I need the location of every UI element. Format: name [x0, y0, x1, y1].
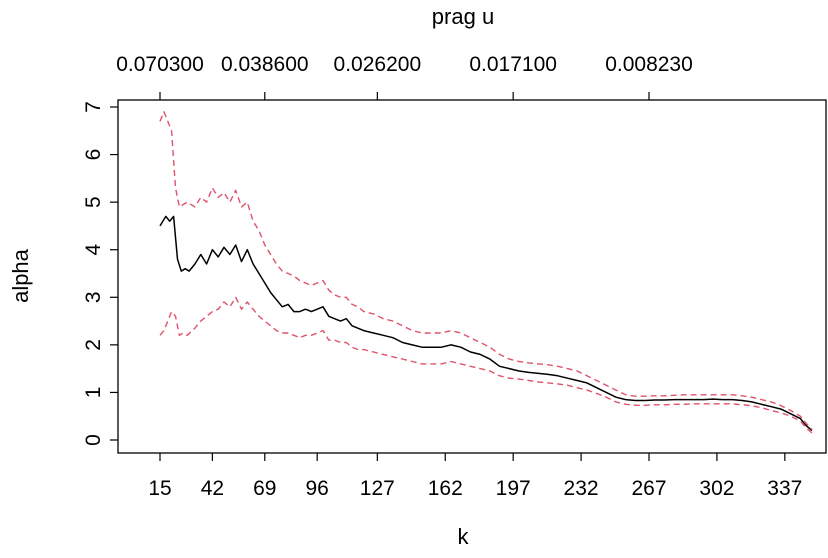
y-tick-label: 6	[82, 149, 105, 161]
x-tick-label: 302	[699, 477, 734, 500]
top-tick-label: 0.038600	[221, 53, 309, 76]
top-tick-label: 0.026200	[334, 53, 422, 76]
y-tick-label: 5	[82, 196, 105, 208]
top-tick-label: 0.070300	[116, 53, 204, 76]
y-tick-label: 4	[82, 244, 105, 256]
y-tick-label: 1	[82, 387, 105, 399]
x-tick-label: 197	[496, 477, 531, 500]
series-lower-band	[159, 296, 813, 434]
x-axis-label: k	[458, 524, 470, 549]
top-axis-label: prag u	[432, 4, 494, 29]
y-tick-label: 0	[82, 434, 105, 446]
x-tick-label: 337	[767, 477, 802, 500]
top-axis: 0.070300 0.038600 0.026200 0.017100 0.008230	[116, 53, 693, 100]
x-tick-label: 69	[253, 477, 276, 500]
x-tick-label: 127	[360, 477, 395, 500]
x-tick-label: 15	[148, 477, 171, 500]
y-tick-label: 2	[82, 339, 105, 351]
y-tick-label: 7	[82, 101, 105, 113]
top-tick-label: 0.008230	[605, 53, 693, 76]
series-estimate	[159, 215, 813, 432]
y-tick-label: 3	[82, 291, 105, 303]
left-axis: 0 1 2 3 4 5 6 7	[82, 101, 118, 446]
x-tick-label: 162	[428, 477, 463, 500]
plot-frame	[117, 99, 827, 454]
series-layer	[159, 111, 813, 434]
bottom-axis: 15 42 69 96 127 162 197 232 267 302 337	[148, 453, 802, 500]
series-upper-band	[159, 111, 813, 430]
x-tick-label: 42	[201, 477, 224, 500]
x-tick-label: 267	[631, 477, 666, 500]
x-tick-label: 232	[564, 477, 599, 500]
x-tick-label: 96	[305, 477, 328, 500]
y-axis-label: alpha	[8, 248, 33, 303]
top-tick-label: 0.017100	[469, 53, 557, 76]
